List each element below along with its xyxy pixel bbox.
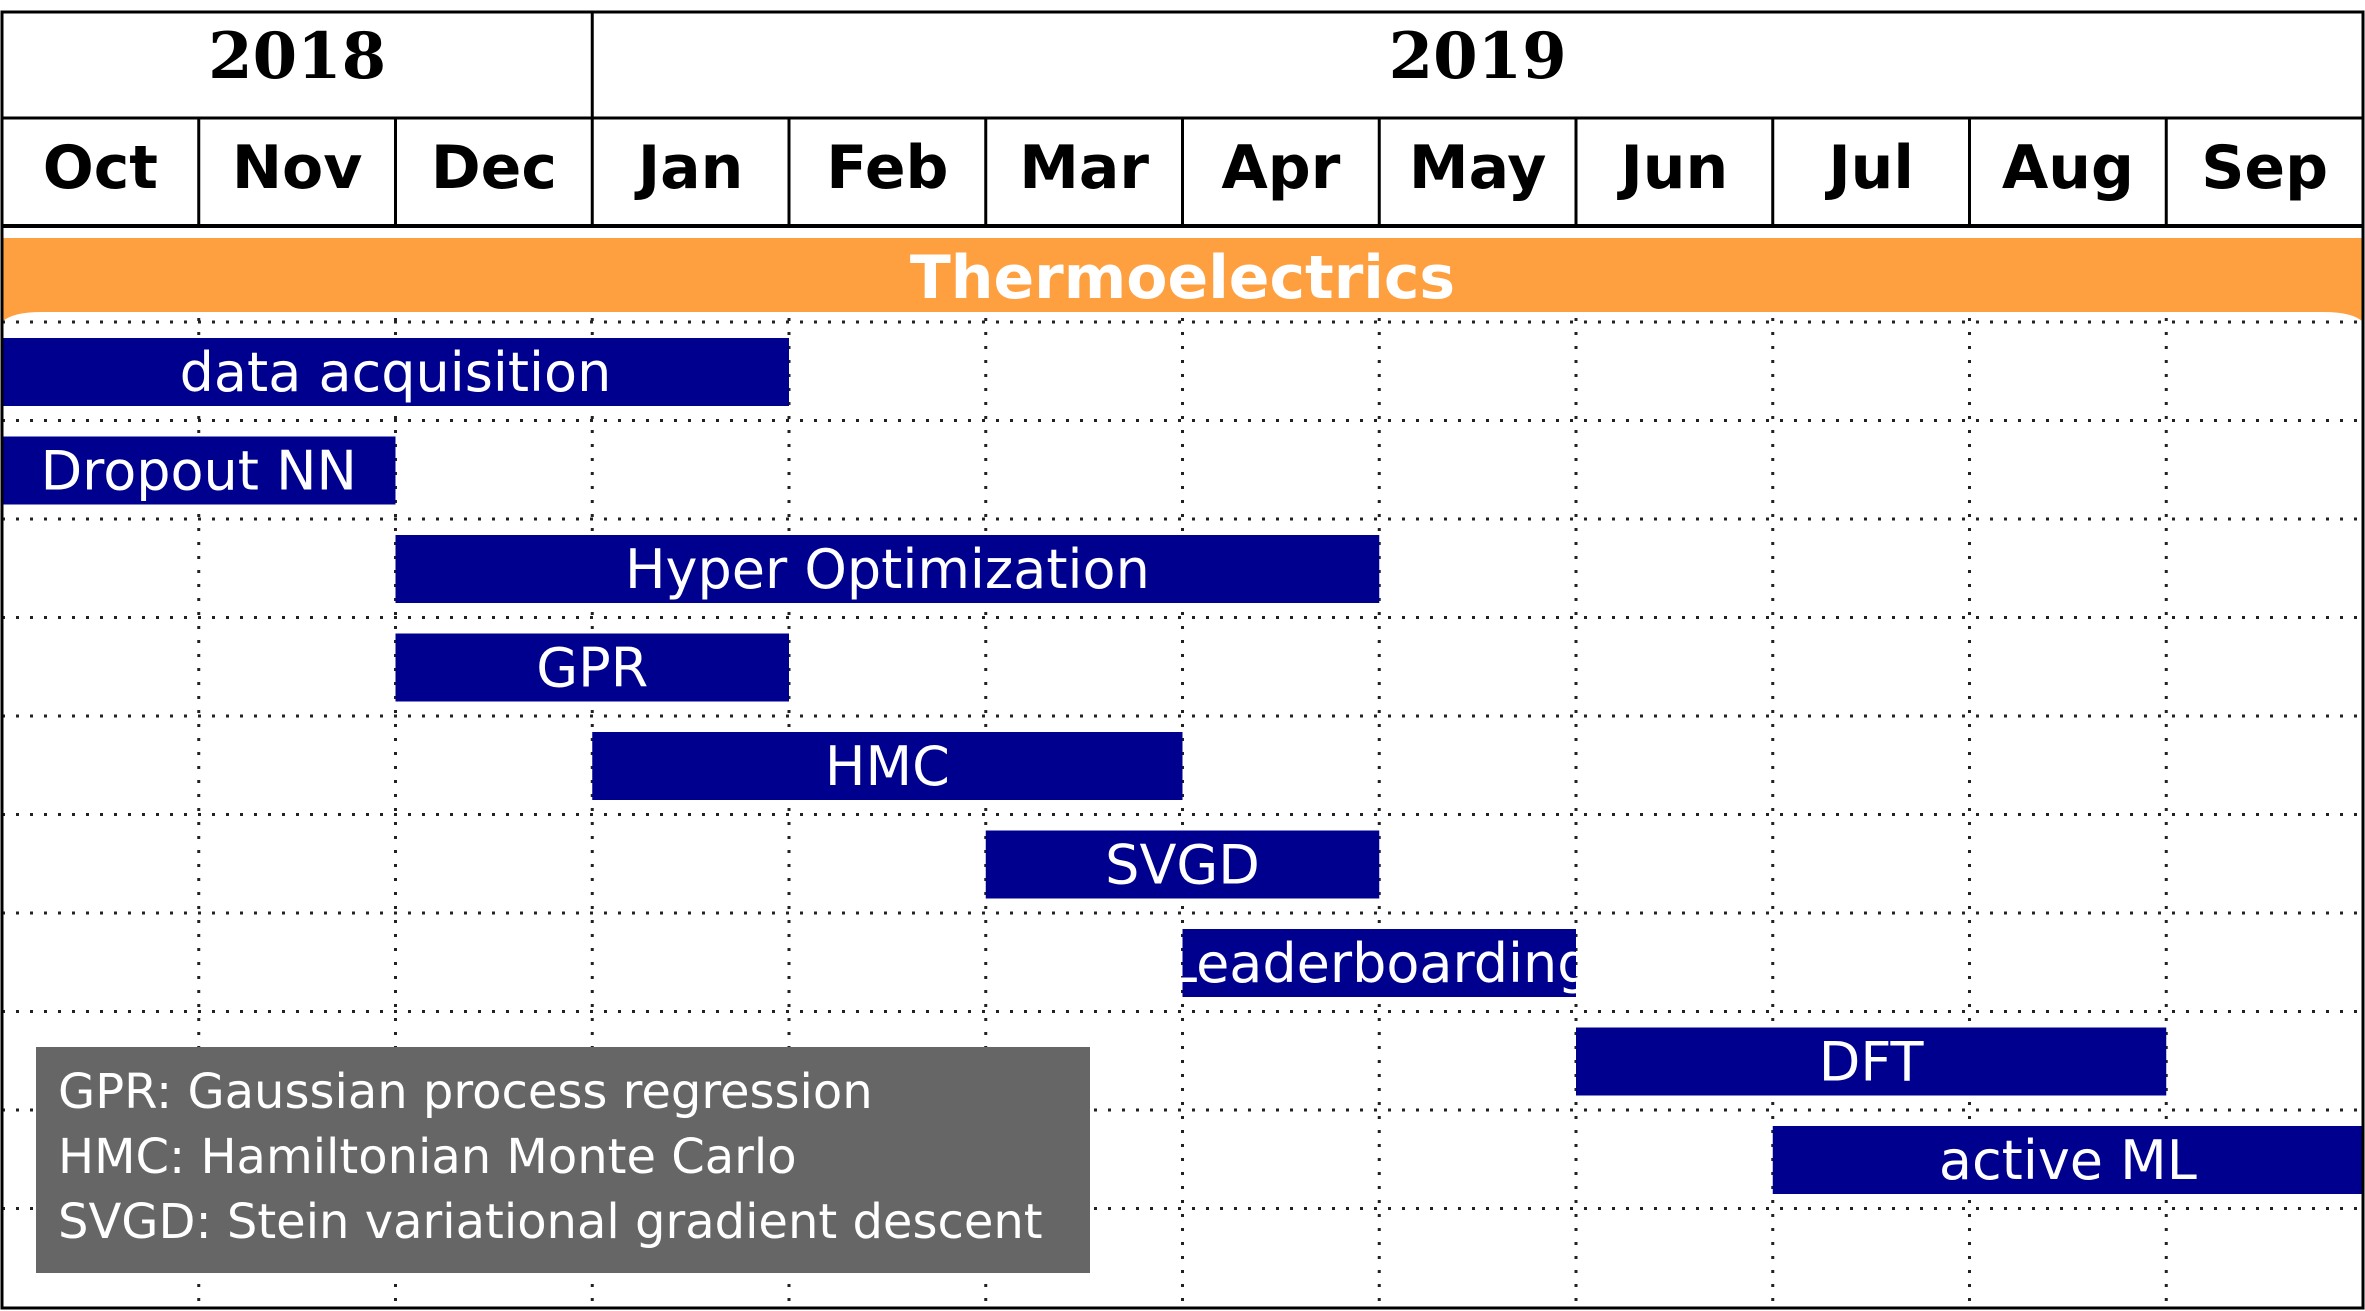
timeline-header: 2018 2019 Oct Nov Dec Jan Feb Mar Apr May Jun Jul Au… [2,12,2363,228]
group-label: Thermoelectrics [910,243,1455,313]
month-label: Dec [431,133,557,203]
task-label: Leaderboarding [1167,932,1592,995]
task-label: HMC [825,735,950,798]
group-row: Thermoelectrics [2,238,2363,322]
year-label: 2019 [1389,19,1567,94]
legend-box: GPR: Gaussian process regression HMC: Ham… [36,1047,1090,1273]
task-label: SVGD [1105,834,1260,897]
group-bar [2,238,2363,322]
task-label: active ML [1939,1129,2197,1192]
task-bar [395,535,1380,603]
task-label: GPR [536,637,648,700]
month-label: Nov [232,133,363,203]
task-bars: data acquisition Dropout NN Hyper Optimiza… [2,338,2363,1194]
task-bar [1576,1027,2167,1096]
task-bar [1772,1126,2363,1194]
legend-background [36,1047,1090,1273]
task-bar [1182,929,1576,997]
month-label: Aug [2002,133,2134,203]
task-label: data acquisition [180,341,612,404]
task-label: DFT [1819,1031,1925,1094]
legend-entry: HMC: Hamiltonian Monte Carlo [58,1129,797,1185]
month-label: Sep [2201,133,2328,203]
month-label: Jan [634,133,744,203]
month-label: Jun [1616,133,1728,203]
month-label: Jul [1824,133,1914,203]
legend-entry: GPR: Gaussian process regression [58,1064,873,1120]
task-label: Hyper Optimization [625,538,1150,601]
task-bar [2,436,396,505]
task-bar [2,338,789,406]
month-label: May [1409,133,1546,203]
month-label: Mar [1019,133,1149,203]
task-label: Dropout NN [41,440,357,503]
year-label: 2018 [208,19,386,94]
month-label: Oct [43,133,158,203]
legend-entry: SVGD: Stein variational gradient descent [58,1194,1043,1250]
month-label: Feb [826,133,948,203]
task-bar [985,830,1380,899]
task-bar [395,633,789,702]
chart-border [0,10,2365,1310]
month-label: Apr [1221,133,1340,203]
task-bar [592,732,1183,800]
